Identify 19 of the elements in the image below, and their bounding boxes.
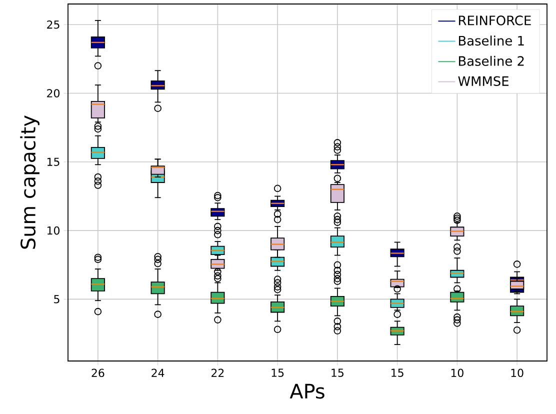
- x-tick-label: 10: [511, 368, 524, 378]
- x-tick-label: 24: [152, 368, 164, 377]
- legend-label: REINFORCE: [458, 16, 531, 26]
- x-tick-label: 10: [451, 368, 464, 378]
- y-axis-title: Sum capacity: [20, 116, 40, 249]
- y-tick-label: 15: [47, 158, 60, 166]
- x-tick-label: 15: [392, 368, 404, 377]
- y-tick-label: 25: [47, 20, 60, 29]
- legend-label: Baseline 1: [458, 36, 524, 46]
- x-axis-title: APs: [290, 384, 324, 399]
- x-tick-label: 26: [92, 368, 104, 378]
- x-tick-label: 15: [272, 368, 284, 377]
- y-tick-label: 10: [47, 226, 60, 235]
- y-tick-label: 5: [54, 295, 60, 304]
- x-tick-label: 22: [212, 368, 224, 377]
- y-tick-label: 20: [47, 89, 60, 98]
- x-tick-label: 15: [332, 368, 344, 377]
- legend-label: Baseline 2: [458, 56, 524, 66]
- legend-label: WMMSE: [458, 76, 508, 86]
